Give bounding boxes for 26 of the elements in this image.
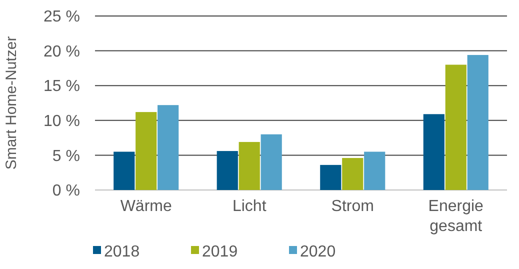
y-tick-label: 15 % xyxy=(44,78,80,96)
bar xyxy=(467,54,488,190)
legend-label: 2019 xyxy=(202,244,238,261)
y-tick-label: 0 % xyxy=(52,182,80,200)
y-axis-title: Smart Home-Nutzer xyxy=(3,36,20,170)
y-tick-label: 25 % xyxy=(44,8,80,26)
bar xyxy=(260,134,282,190)
x-tick-label: Strom xyxy=(331,198,374,215)
legend-label: 2018 xyxy=(104,244,140,261)
legend-label: 2020 xyxy=(300,244,336,261)
x-tick-label: Energie gesamt xyxy=(428,198,484,235)
bar xyxy=(136,112,157,190)
bar xyxy=(114,152,135,190)
x-tick-label: Licht xyxy=(232,198,267,215)
bar xyxy=(158,105,179,190)
bar xyxy=(445,64,466,190)
bar xyxy=(423,114,444,190)
bar xyxy=(216,151,238,190)
y-tick-label: 20 % xyxy=(44,43,80,60)
y-tick-label: 5 % xyxy=(52,148,80,165)
bar xyxy=(238,142,260,190)
x-tick-label: Wärme xyxy=(120,198,172,215)
y-tick-label: 10 % xyxy=(44,113,80,130)
bar xyxy=(342,158,364,190)
bar xyxy=(364,152,386,190)
bar xyxy=(320,164,342,190)
